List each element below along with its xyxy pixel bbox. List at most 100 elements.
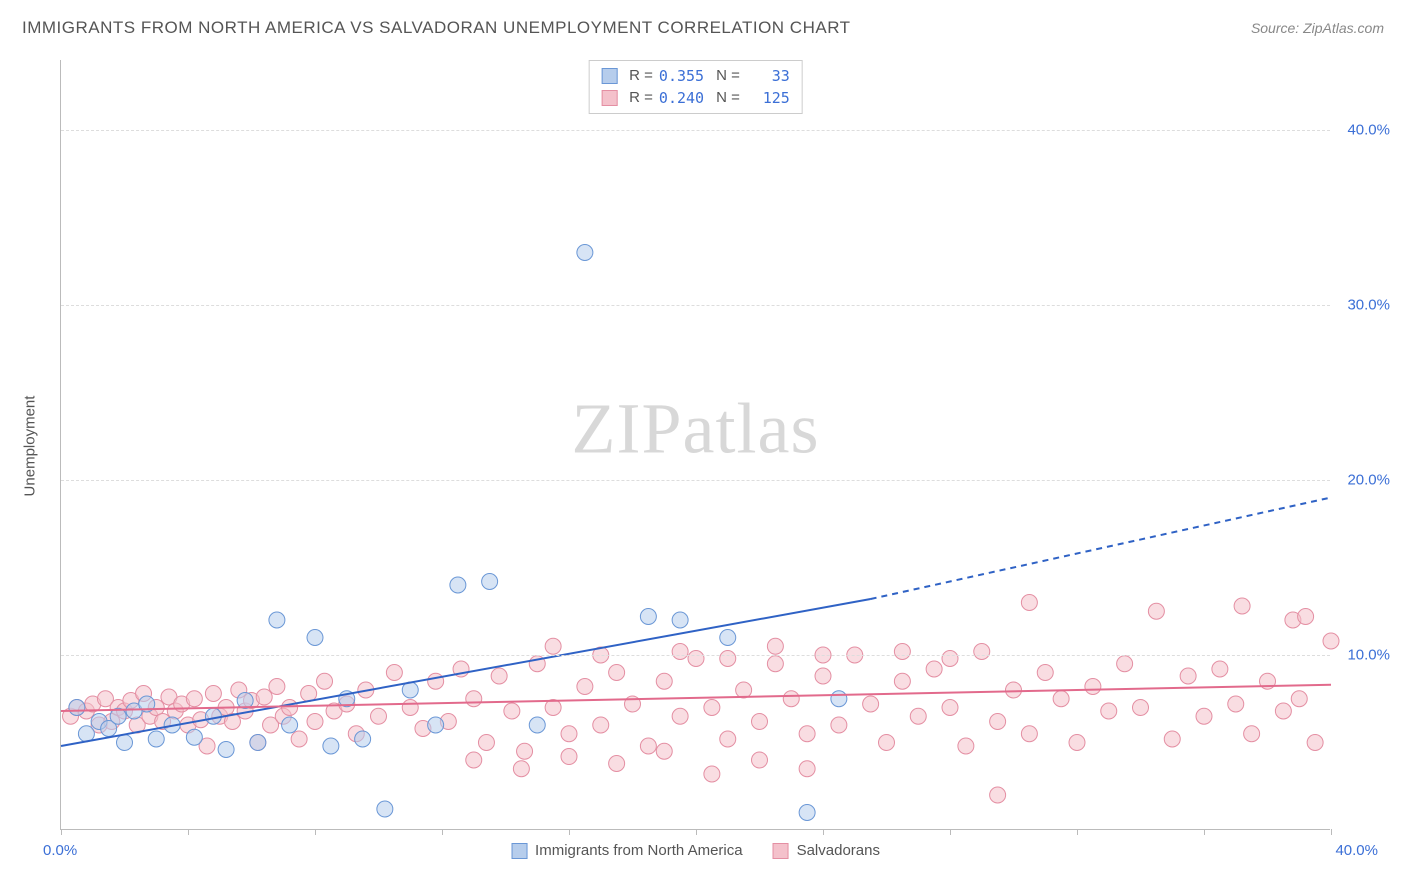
data-point (640, 738, 656, 754)
data-point (1212, 661, 1228, 677)
title-bar: IMMIGRANTS FROM NORTH AMERICA VS SALVADO… (22, 18, 1384, 38)
data-point (117, 735, 133, 751)
data-point (720, 630, 736, 646)
grid-line (61, 655, 1330, 656)
data-point (894, 644, 910, 660)
data-point (466, 691, 482, 707)
data-point (491, 668, 507, 684)
data-point (218, 742, 234, 758)
data-point (269, 612, 285, 628)
legend-bottom: Immigrants from North America Salvadorans (511, 842, 880, 859)
data-point (609, 665, 625, 681)
data-point (609, 756, 625, 772)
scatter-svg (61, 60, 1330, 829)
data-point (1006, 682, 1022, 698)
legend-stat-row: R =0.240N =125 (601, 87, 790, 109)
x-tick (1331, 829, 1332, 835)
data-point (282, 700, 298, 716)
data-point (577, 245, 593, 261)
x-tick (188, 829, 189, 835)
data-point (1291, 691, 1307, 707)
data-point (529, 717, 545, 733)
stat-r-value: 0.355 (659, 65, 704, 87)
data-point (752, 714, 768, 730)
trend-line-dashed (871, 498, 1331, 600)
data-point (561, 726, 577, 742)
data-point (291, 731, 307, 747)
plot-area: ZIPatlas R =0.355N =33R =0.240N =125 0.0… (60, 60, 1330, 830)
stat-r-label: R = (629, 65, 653, 87)
data-point (926, 661, 942, 677)
legend-swatch (773, 843, 789, 859)
data-point (323, 738, 339, 754)
data-point (69, 700, 85, 716)
data-point (672, 708, 688, 724)
data-point (1053, 691, 1069, 707)
data-point (1307, 735, 1323, 751)
chart-title: IMMIGRANTS FROM NORTH AMERICA VS SALVADO… (22, 18, 851, 38)
stat-r-label: R = (629, 87, 653, 109)
data-point (1228, 696, 1244, 712)
x-tick (823, 829, 824, 835)
data-point (736, 682, 752, 698)
data-point (593, 717, 609, 733)
legend-stat-row: R =0.355N =33 (601, 65, 790, 87)
data-point (386, 665, 402, 681)
data-point (863, 696, 879, 712)
x-tick (442, 829, 443, 835)
data-point (720, 651, 736, 667)
x-tick (950, 829, 951, 835)
x-tick (61, 829, 62, 835)
data-point (704, 700, 720, 716)
stat-n-label: N = (716, 87, 740, 109)
grid-line (61, 305, 1330, 306)
data-point (78, 726, 94, 742)
data-point (1164, 731, 1180, 747)
data-point (1234, 598, 1250, 614)
data-point (799, 726, 815, 742)
data-point (577, 679, 593, 695)
y-tick-label: 40.0% (1335, 122, 1390, 139)
data-point (1148, 603, 1164, 619)
data-point (942, 700, 958, 716)
data-point (205, 708, 221, 724)
legend-label: Salvadorans (797, 842, 880, 859)
data-point (672, 612, 688, 628)
data-point (656, 673, 672, 689)
data-point (672, 644, 688, 660)
legend-swatch (601, 90, 617, 106)
source-attribution: Source: ZipAtlas.com (1251, 20, 1384, 36)
y-tick-label: 20.0% (1335, 472, 1390, 489)
legend-label: Immigrants from North America (535, 842, 743, 859)
data-point (504, 703, 520, 719)
data-point (371, 708, 387, 724)
data-point (1180, 668, 1196, 684)
data-point (307, 714, 323, 730)
data-point (1021, 726, 1037, 742)
x-tick (1077, 829, 1078, 835)
data-point (752, 752, 768, 768)
y-tick-label: 10.0% (1335, 647, 1390, 664)
data-point (990, 714, 1006, 730)
data-point (1275, 703, 1291, 719)
legend-swatch (511, 843, 527, 859)
data-point (186, 729, 202, 745)
y-axis-title: Unemployment (22, 396, 39, 497)
data-point (1298, 609, 1314, 625)
x-tick (315, 829, 316, 835)
data-point (269, 679, 285, 695)
data-point (767, 656, 783, 672)
data-point (910, 708, 926, 724)
data-point (307, 630, 323, 646)
data-point (428, 717, 444, 733)
data-point (720, 731, 736, 747)
data-point (1037, 665, 1053, 681)
data-point (831, 717, 847, 733)
data-point (186, 691, 202, 707)
legend-swatch (601, 68, 617, 84)
data-point (1101, 703, 1117, 719)
data-point (656, 743, 672, 759)
data-point (517, 743, 533, 759)
data-point (1196, 708, 1212, 724)
data-point (640, 609, 656, 625)
